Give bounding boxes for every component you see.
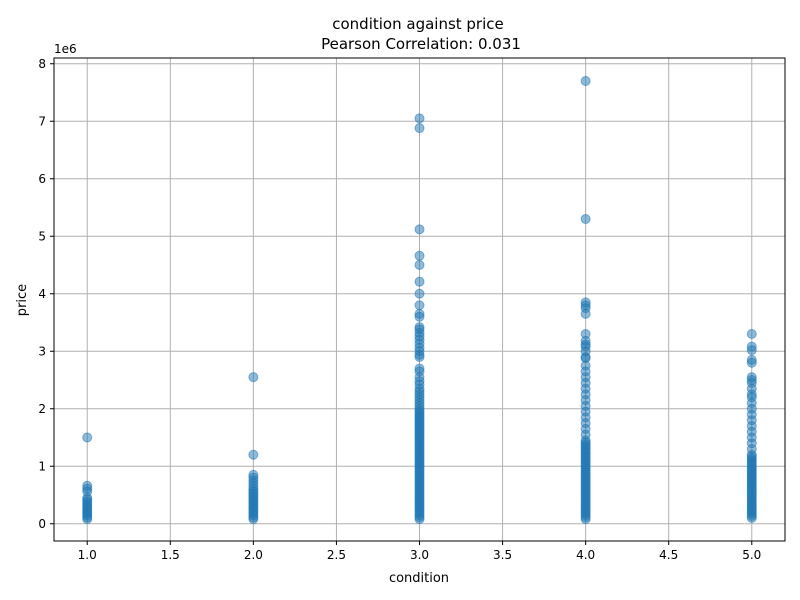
x-tick-label: 4.5	[659, 548, 678, 562]
x-tick-label: 1.0	[78, 548, 97, 562]
data-point	[746, 345, 757, 356]
data-points	[82, 76, 757, 525]
x-tick-label: 1.5	[161, 548, 180, 562]
y-tick-label: 4	[38, 287, 46, 301]
data-point	[580, 76, 591, 86]
y-tick-label: 0	[38, 517, 46, 531]
x-tick-label: 2.0	[244, 548, 263, 562]
x-axis-label: condition	[389, 571, 449, 586]
data-point	[746, 329, 757, 339]
y-offset-label: 1e6	[54, 42, 77, 56]
data-point	[580, 308, 591, 319]
y-tick-label: 6	[38, 172, 46, 186]
y-axis-label: price	[15, 284, 30, 316]
data-point	[248, 449, 259, 460]
data-point	[248, 481, 259, 492]
data-point	[746, 444, 757, 454]
y-tick-label: 5	[38, 229, 46, 243]
data-point	[580, 214, 591, 224]
axis-ticks: 1.0 1.5 2.0 2.5 3.0 3.5 4.0 4.5 5.0 0 1 2 3 4 5 6 7 8	[38, 57, 761, 562]
data-point	[414, 311, 425, 322]
data-point	[82, 486, 93, 497]
x-tick-label: 2.5	[327, 548, 346, 562]
chart-subtitle: Pearson Correlation: 0.031	[321, 35, 521, 53]
data-point	[414, 224, 425, 235]
x-tick-label: 3.5	[493, 548, 512, 562]
data-point	[414, 123, 425, 134]
data-point	[580, 429, 591, 440]
y-tick-label: 2	[38, 402, 46, 416]
data-point	[746, 357, 757, 368]
data-point	[414, 352, 425, 362]
data-point	[414, 288, 425, 299]
y-tick-label: 1	[38, 459, 46, 473]
x-tick-label: 3.0	[410, 548, 429, 562]
data-point	[414, 300, 425, 311]
data-point	[414, 400, 425, 411]
data-point	[414, 250, 425, 261]
y-tick-label: 7	[38, 114, 46, 128]
chart-title: condition against price	[332, 15, 504, 33]
data-point	[248, 372, 259, 383]
x-tick-label: 4.0	[576, 548, 595, 562]
y-tick-label: 3	[38, 344, 46, 358]
data-point	[414, 113, 425, 124]
data-point	[82, 432, 93, 443]
data-point	[414, 260, 425, 270]
x-tick-label: 5.0	[742, 548, 761, 562]
y-tick-label: 8	[38, 57, 46, 71]
data-point	[414, 276, 425, 287]
